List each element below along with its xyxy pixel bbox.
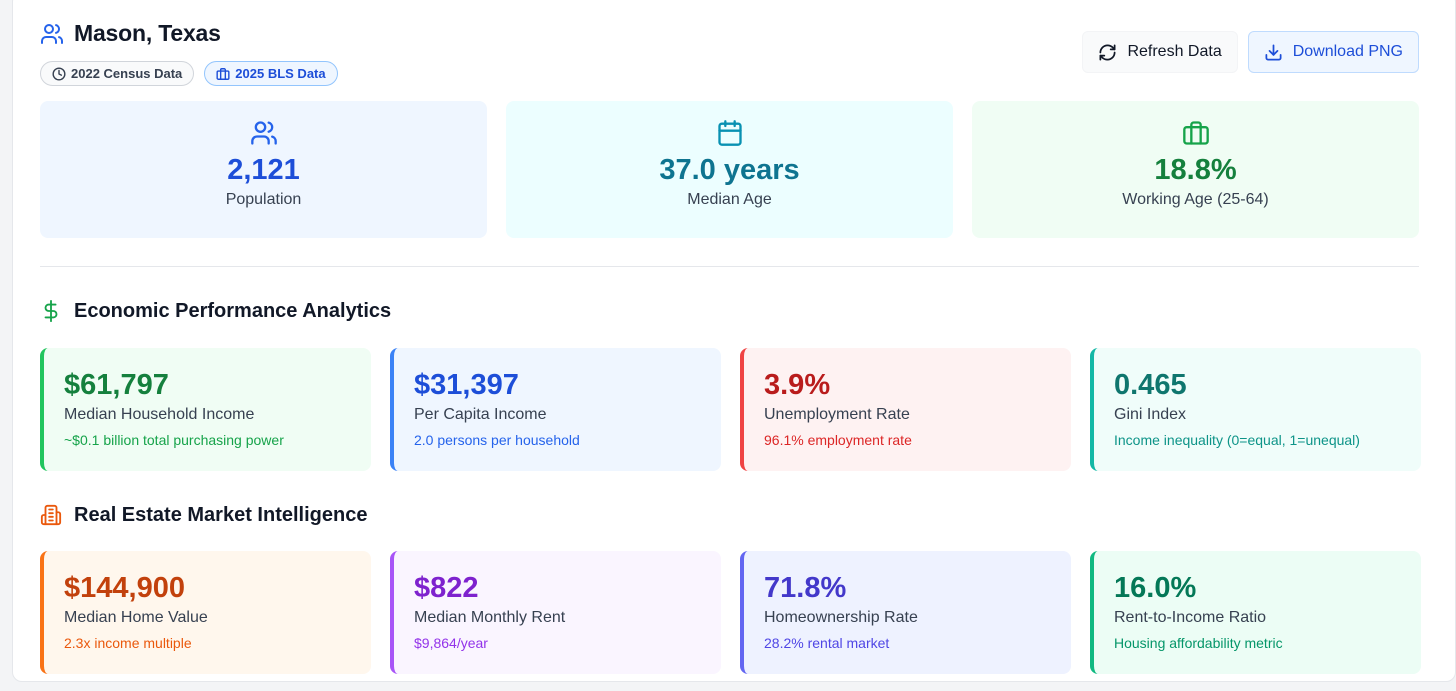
bls-badge: 2025 BLS Data (204, 61, 338, 86)
dollar-icon (40, 299, 62, 323)
metric-label: Gini Index (1114, 406, 1187, 423)
median-monthly-rent-card: $822 Median Monthly Rent $9,864/year (390, 551, 721, 674)
briefcase-icon (216, 67, 230, 81)
metric-subtext: 28.2% rental market (764, 635, 890, 651)
median-age-value: 37.0 years (659, 154, 800, 186)
page-title: Mason, Texas (74, 20, 221, 46)
median-age-stat: 37.0 years Median Age (506, 101, 953, 238)
download-png-button[interactable]: Download PNG (1247, 31, 1419, 73)
users-icon (40, 22, 64, 46)
metric-label: Rent-to-Income Ratio (1114, 609, 1267, 626)
calendar-icon (716, 119, 744, 147)
metric-value: 0.465 (1114, 369, 1187, 401)
working-age-value: 18.8% (1154, 154, 1237, 186)
homeownership-rate-card: 71.8% Homeownership Rate 28.2% rental ma… (740, 551, 1071, 674)
building-icon (40, 503, 62, 527)
census-badge-label: 2022 Census Data (71, 66, 183, 81)
metric-subtext: 2.0 persons per household (414, 432, 580, 448)
metric-value: $31,397 (414, 369, 519, 401)
page-header: Mason, Texas (40, 20, 221, 47)
metric-subtext: Income inequality (0=equal, 1=unequal) (1114, 432, 1360, 448)
economic-cards: $61,797 Median Household Income ~$0.1 bi… (40, 348, 1421, 471)
per-capita-income-card: $31,397 Per Capita Income 2.0 persons pe… (390, 348, 721, 471)
metric-value: 16.0% (1114, 572, 1197, 604)
gini-index-card: 0.465 Gini Index Income inequality (0=eq… (1090, 348, 1421, 471)
section-divider (40, 266, 1419, 267)
metric-subtext: Housing affordability metric (1114, 635, 1283, 651)
download-png-label: Download PNG (1292, 43, 1403, 60)
census-badge: 2022 Census Data (40, 61, 195, 86)
briefcase-icon (1182, 119, 1210, 147)
metric-value: $61,797 (64, 369, 169, 401)
metric-subtext: $9,864/year (414, 635, 488, 651)
working-age-stat: 18.8% Working Age (25-64) (972, 101, 1419, 238)
median-home-value-card: $144,900 Median Home Value 2.3x income m… (40, 551, 371, 674)
metric-label: Unemployment Rate (764, 406, 910, 423)
real-estate-cards: $144,900 Median Home Value 2.3x income m… (40, 551, 1421, 674)
real-estate-section-header: Real Estate Market Intelligence (40, 503, 367, 527)
metric-subtext: ~$0.1 billion total purchasing power (64, 432, 284, 448)
real-estate-section-title: Real Estate Market Intelligence (74, 503, 368, 526)
header-actions: Refresh Data Download PNG (1082, 31, 1419, 73)
download-icon (1264, 43, 1283, 62)
metric-label: Homeownership Rate (764, 609, 918, 626)
population-stat: 2,121 Population (40, 101, 487, 238)
metric-label: Per Capita Income (414, 406, 547, 423)
metric-value: 71.8% (764, 572, 847, 604)
population-label: Population (225, 191, 302, 208)
users-icon (250, 119, 278, 147)
median-household-income-card: $61,797 Median Household Income ~$0.1 bi… (40, 348, 371, 471)
median-age-label: Median Age (687, 191, 772, 208)
metric-value: 3.9% (764, 369, 831, 401)
population-value: 2,121 (227, 154, 300, 186)
metric-label: Median Home Value (64, 609, 208, 626)
refresh-icon (1098, 43, 1117, 62)
metric-subtext: 2.3x income multiple (64, 635, 192, 651)
metric-value: $144,900 (64, 572, 185, 604)
refresh-data-button[interactable]: Refresh Data (1082, 31, 1238, 73)
economic-section-title: Economic Performance Analytics (74, 299, 392, 322)
summary-stats: 2,121 Population 37.0 years Median Age 1… (40, 101, 1419, 238)
clock-icon (52, 66, 66, 81)
metric-label: Median Household Income (64, 406, 255, 423)
refresh-data-label: Refresh Data (1127, 43, 1222, 60)
unemployment-rate-card: 3.9% Unemployment Rate 96.1% employment … (740, 348, 1071, 471)
rent-to-income-ratio-card: 16.0% Rent-to-Income Ratio Housing affor… (1090, 551, 1421, 674)
economic-section-header: Economic Performance Analytics (40, 299, 391, 323)
metric-subtext: 96.1% employment rate (764, 432, 912, 448)
metric-label: Median Monthly Rent (414, 609, 566, 626)
bls-badge-label: 2025 BLS Data (235, 66, 326, 81)
working-age-label: Working Age (25-64) (1122, 191, 1269, 208)
metric-value: $822 (414, 572, 479, 604)
data-source-badges: 2022 Census Data 2025 BLS Data (40, 61, 338, 86)
